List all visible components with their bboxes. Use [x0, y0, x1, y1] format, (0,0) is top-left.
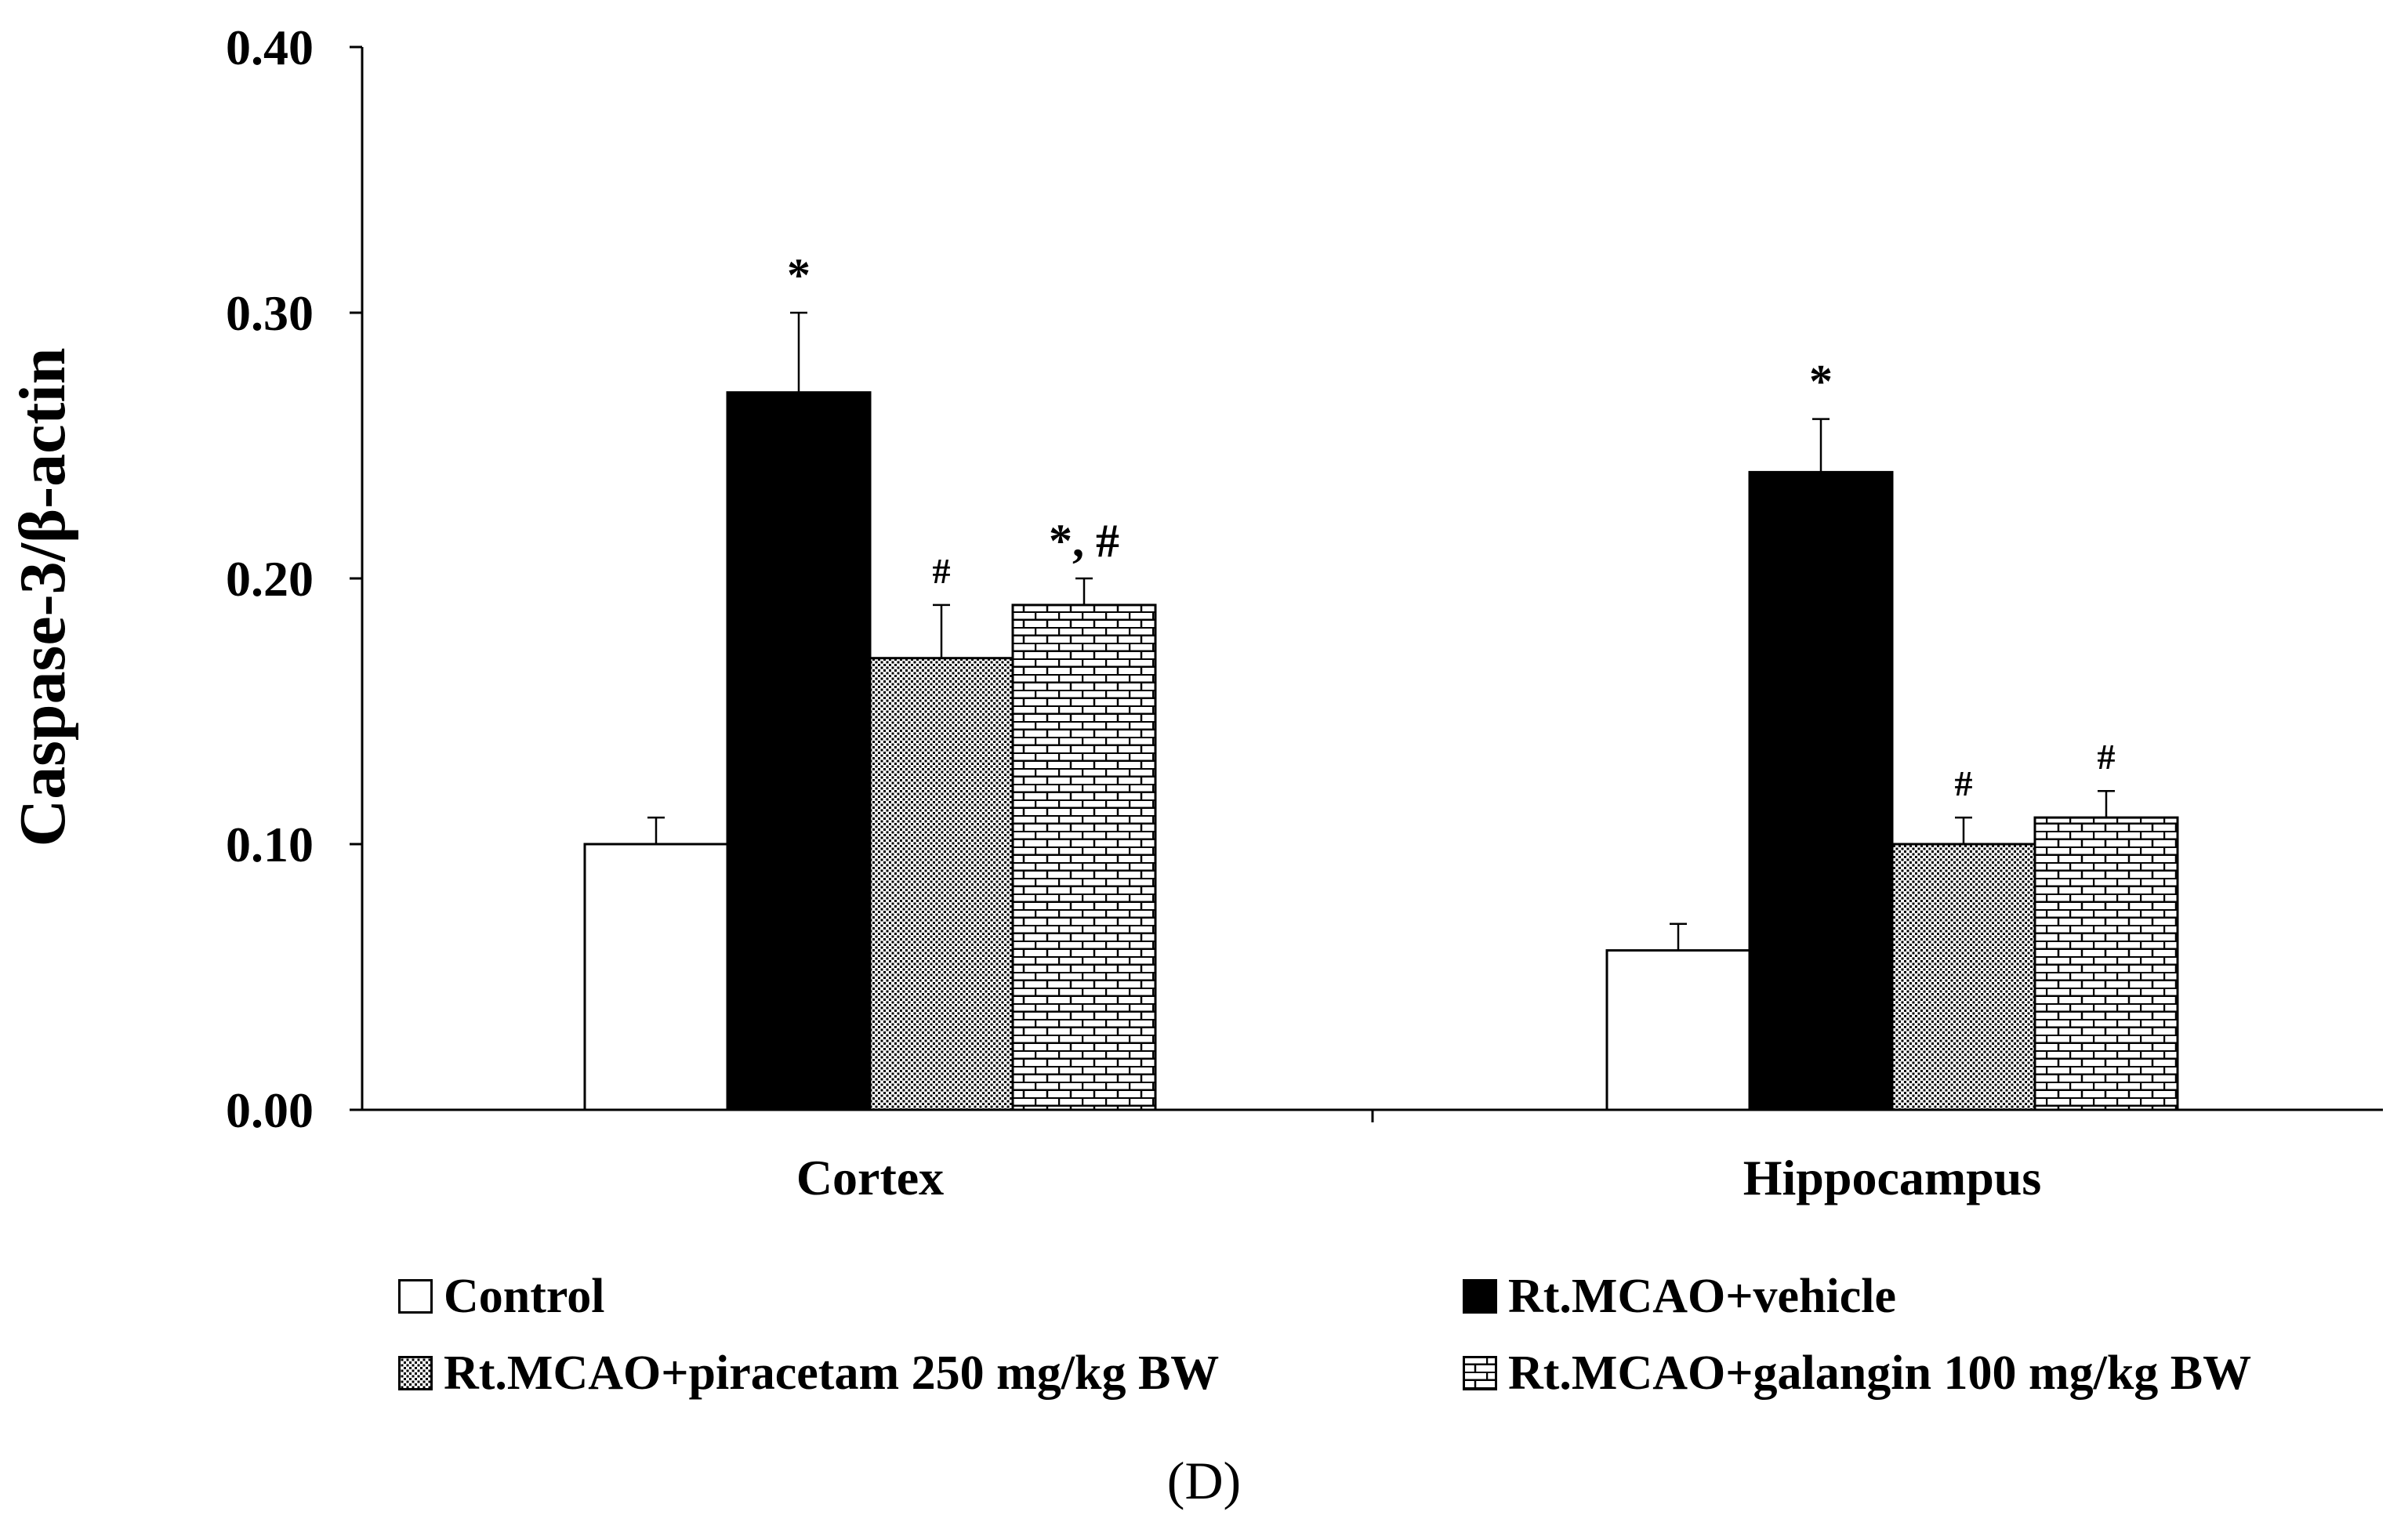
bar-1-3 [2033, 816, 2179, 1111]
significance-label: *, # [1049, 515, 1119, 567]
bar-0-1 [726, 391, 872, 1111]
bar-0-2 [869, 657, 1014, 1111]
panel-label: (D) [1166, 1451, 1242, 1510]
x-tick-label: Cortex [796, 1150, 944, 1205]
y-tick-label: 0.30 [226, 285, 314, 341]
y-tick-label: 0.00 [226, 1082, 314, 1138]
y-axis-title: Caspase-3/β-actin [6, 348, 79, 847]
bar-1-0 [1605, 949, 1751, 1111]
bar-1-2 [1891, 843, 2036, 1111]
significance-label: # [2098, 737, 2116, 777]
y-tick-label: 0.20 [226, 551, 314, 607]
significance-label: * [787, 249, 811, 301]
bar-0-0 [583, 843, 729, 1111]
significance-label: # [1955, 763, 1973, 803]
bar-0-3 [1011, 604, 1157, 1111]
y-tick-label: 0.40 [226, 20, 314, 75]
bar-1-1 [1748, 470, 1894, 1111]
y-tick-label: 0.10 [226, 817, 314, 872]
labels: 0.00 0.10 0.20 0.30 0.40 * # *, # Cortex * # # Hippo… [226, 20, 2116, 1205]
bars [583, 311, 2179, 1111]
significance-label: # [933, 551, 951, 591]
significance-label: * [1809, 356, 1833, 408]
x-tick-label: Hippocampus [1743, 1150, 2042, 1205]
